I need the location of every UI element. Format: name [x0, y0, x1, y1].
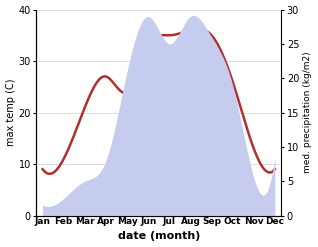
Y-axis label: med. precipitation (kg/m2): med. precipitation (kg/m2) [303, 52, 313, 173]
X-axis label: date (month): date (month) [118, 231, 200, 242]
Y-axis label: max temp (C): max temp (C) [5, 79, 16, 146]
